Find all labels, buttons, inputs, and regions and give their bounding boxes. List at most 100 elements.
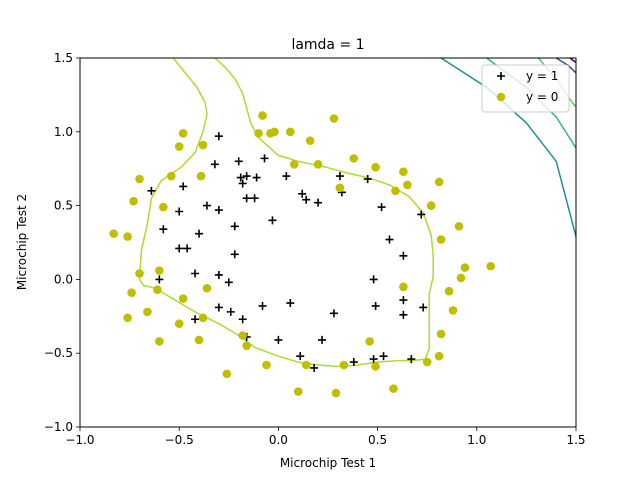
point-admitted-26 <box>250 194 259 203</box>
point-rejected-55 <box>305 136 315 145</box>
point-admitted-34 <box>155 275 164 284</box>
point-rejected-2 <box>123 232 132 241</box>
point-admitted-18 <box>377 203 386 212</box>
point-rejected-39 <box>456 273 466 283</box>
point-admitted-52 <box>371 301 380 310</box>
y-tick-label: 1.0 <box>54 125 73 139</box>
point-admitted-43 <box>191 315 200 324</box>
point-rejected-41 <box>486 261 495 271</box>
point-rejected-13 <box>127 288 136 297</box>
point-admitted-15 <box>335 172 344 181</box>
point-rejected-4 <box>135 174 144 184</box>
point-rejected-25 <box>222 369 232 379</box>
point-admitted-42 <box>286 299 295 308</box>
point-rejected-18 <box>202 283 212 293</box>
point-admitted-29 <box>195 229 204 238</box>
point-admitted-5 <box>234 157 243 166</box>
point-rejected-21 <box>194 335 204 345</box>
point-admitted-11 <box>282 172 291 181</box>
point-rejected-15 <box>123 313 132 323</box>
point-rejected-57 <box>286 127 295 137</box>
y-tick-label: −0.5 <box>44 346 73 360</box>
point-admitted-4 <box>210 160 219 169</box>
point-admitted-40 <box>238 315 247 324</box>
point-rejected-23 <box>238 331 247 340</box>
point-admitted-21 <box>417 210 426 219</box>
point-rejected-34 <box>422 357 432 367</box>
point-admitted-23 <box>202 201 211 210</box>
point-admitted-13 <box>302 195 311 204</box>
point-rejected-56 <box>289 159 299 169</box>
y-axis-ticks: −1.0 −0.5 0.0 0.5 1.0 1.5 <box>44 51 80 434</box>
point-rejected-29 <box>331 388 341 398</box>
point-rejected-1 <box>109 229 119 238</box>
point-admitted-7 <box>238 179 247 188</box>
point-admitted-56 <box>399 310 408 319</box>
point-admitted-41 <box>258 301 267 310</box>
plot-frame <box>79 57 577 428</box>
point-rejected-17 <box>178 294 188 303</box>
y-tick-label: 1.5 <box>54 51 73 65</box>
point-admitted-46 <box>296 352 305 361</box>
point-admitted-51 <box>369 275 378 284</box>
point-rejected-30 <box>339 360 349 370</box>
point-rejected-6 <box>178 128 188 138</box>
point-admitted-58 <box>419 303 428 312</box>
contour-line-4 <box>440 58 576 237</box>
point-admitted-31 <box>183 244 192 253</box>
x-tick-label: 0.5 <box>368 433 387 447</box>
point-rejected-54 <box>313 159 323 169</box>
point-admitted-53 <box>369 355 378 364</box>
point-rejected-61 <box>266 128 275 138</box>
point-rejected-47 <box>403 180 412 190</box>
legend-label: y = 0 <box>526 90 558 104</box>
points-layer <box>109 111 495 398</box>
point-admitted-36 <box>214 270 223 279</box>
chart-title: lamda = 1 <box>291 37 364 53</box>
point-rejected-60 <box>258 111 267 120</box>
point-rejected-26 <box>262 360 271 370</box>
point-rejected-35 <box>434 351 444 361</box>
point-admitted-2 <box>179 182 188 191</box>
point-rejected-31 <box>365 337 374 346</box>
point-rejected-42 <box>399 282 408 292</box>
point-rejected-12 <box>135 269 144 278</box>
point-rejected-36 <box>436 329 446 339</box>
point-admitted-6 <box>236 173 245 182</box>
point-admitted-33 <box>230 250 239 259</box>
point-admitted-1 <box>147 186 156 195</box>
point-rejected-38 <box>444 286 454 296</box>
point-rejected-44 <box>454 221 464 231</box>
y-tick-label: −1.0 <box>44 420 73 434</box>
x-axis-label: Microchip Test 1 <box>280 456 376 470</box>
point-admitted-35 <box>191 269 200 278</box>
point-admitted-8 <box>242 172 251 181</box>
point-admitted-30 <box>230 222 239 231</box>
legend-marker-admitted <box>497 72 505 80</box>
point-admitted-20 <box>399 251 408 260</box>
x-axis-ticks: −1.0 −0.5 0.0 0.5 1.0 1.5 <box>65 427 586 447</box>
point-rejected-62 <box>335 183 345 193</box>
contour-line-1 <box>138 58 434 368</box>
point-admitted-12 <box>298 189 307 198</box>
point-rejected-49 <box>391 186 400 196</box>
point-admitted-17 <box>363 175 372 184</box>
point-rejected-28 <box>301 360 311 370</box>
y-tick-label: 0.0 <box>54 272 73 286</box>
point-rejected-50 <box>371 162 380 172</box>
point-rejected-48 <box>399 167 408 176</box>
x-tick-label: −1.0 <box>65 433 94 447</box>
point-rejected-27 <box>293 387 303 396</box>
point-admitted-22 <box>175 207 184 216</box>
point-rejected-46 <box>434 177 444 187</box>
point-admitted-49 <box>329 309 338 318</box>
point-rejected-43 <box>436 235 446 244</box>
y-axis-label: Microchip Test 2 <box>15 194 29 290</box>
point-rejected-9 <box>196 171 206 181</box>
point-admitted-3 <box>214 132 223 141</box>
point-admitted-19 <box>385 235 394 244</box>
point-rejected-10 <box>166 171 176 181</box>
point-rejected-53 <box>329 114 339 123</box>
x-tick-label: 1.5 <box>566 433 585 447</box>
point-rejected-32 <box>371 362 380 371</box>
